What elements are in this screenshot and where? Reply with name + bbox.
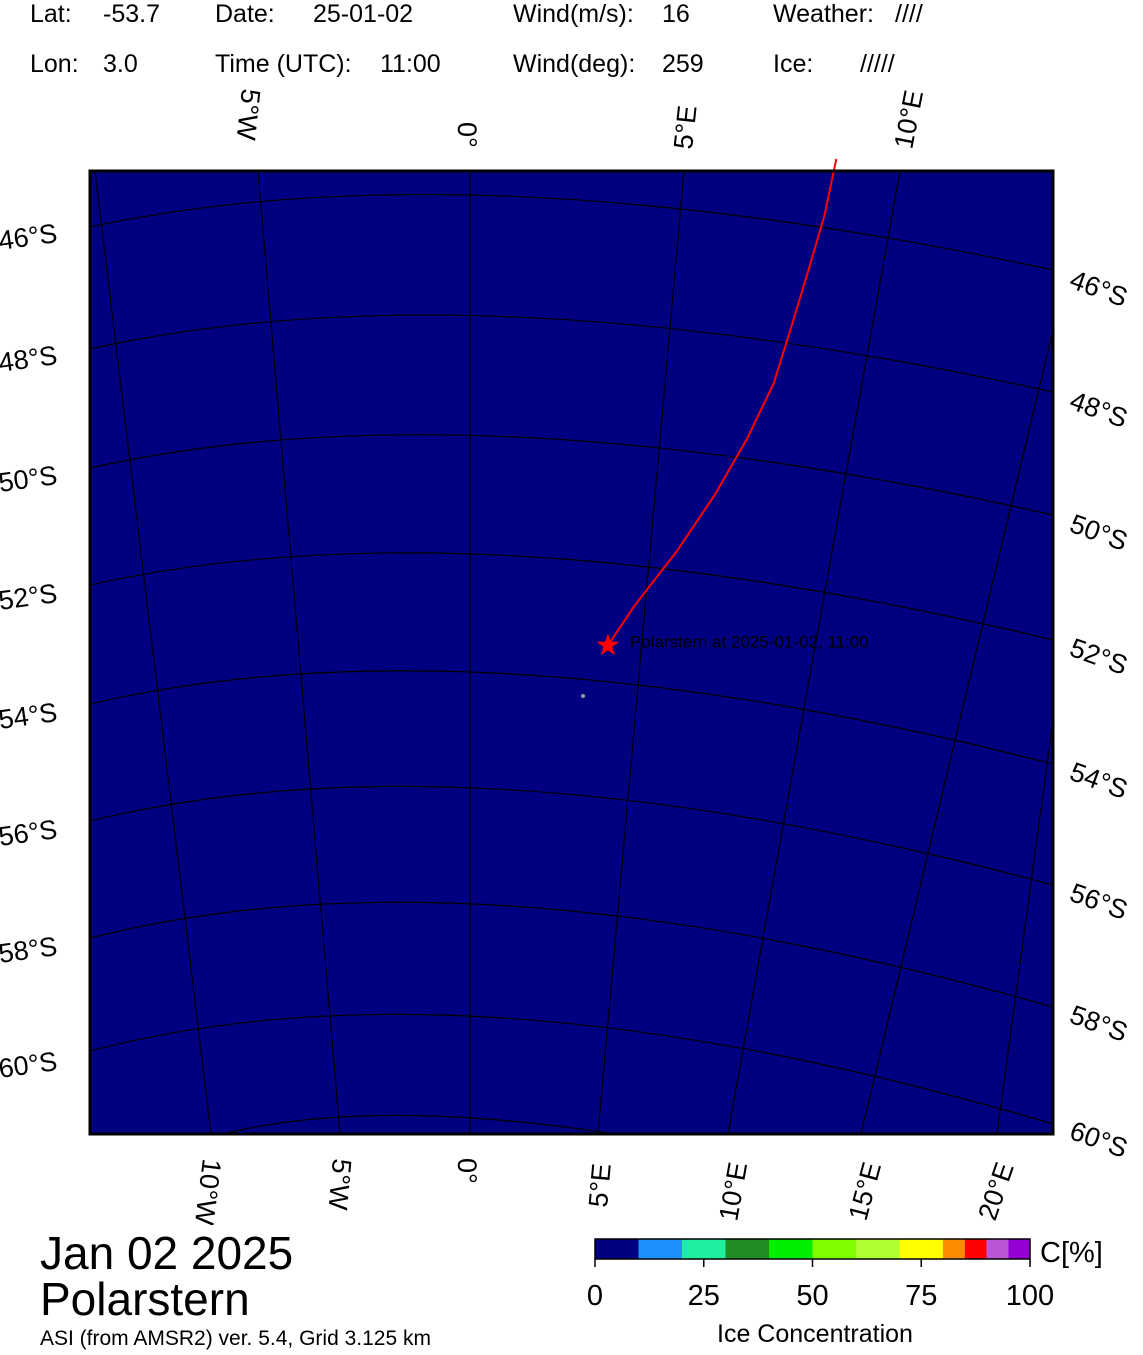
parallel-52s: [90, 552, 1053, 641]
lon-label-bottom: 10°W: [189, 1157, 227, 1225]
lon-label-top: 5°E: [668, 104, 702, 151]
lat-label-left: 60°S: [0, 1046, 59, 1084]
ship-track: [607, 158, 838, 647]
meridian-5e: [597, 171, 685, 1134]
map-date-title: Jan 02 2025: [40, 1227, 294, 1279]
lat-label-right: 48°S: [1066, 385, 1132, 433]
colorbar-swatch: [595, 1239, 639, 1259]
lon-label-top: 10°E: [888, 88, 929, 151]
lon-label-bottom: 5°W: [323, 1157, 357, 1211]
lat-label-right: 56°S: [1066, 877, 1132, 925]
lat-label-right: 46°S: [1066, 264, 1132, 312]
wind-speed-label: Wind(m/s):: [513, 0, 634, 28]
ocean-area: [90, 171, 1053, 1134]
lat-labels-right: 46°S 48°S 50°S 52°S 54°S 56°S 58°S 60°S: [1066, 264, 1132, 1163]
meridian-5w: [257, 171, 341, 1134]
colorbar-tick-label: 25: [688, 1280, 720, 1312]
data-source-note: ASI (from AMSR2) ver. 5.4, Grid 3.125 km: [40, 1327, 431, 1350]
lat-label-left: 54°S: [0, 697, 59, 735]
parallel-48s: [90, 314, 1053, 393]
lon-labels-top: 5°W 0° 5°E 10°E: [231, 87, 930, 151]
lat-label-right: 50°S: [1066, 508, 1132, 556]
wind-direction-value: 259: [662, 50, 704, 78]
ice-value: /////: [860, 50, 895, 78]
lat-label-left: 52°S: [0, 578, 59, 616]
wind-direction-label: Wind(deg):: [513, 50, 636, 78]
meridian-20e: [996, 719, 1053, 1134]
lon-label-bottom: 10°E: [713, 1160, 753, 1223]
ice-map: Polarstern at 2025-01-02, 11:00 46°S 48°…: [0, 87, 1132, 1225]
time-label: Time (UTC):: [215, 50, 352, 78]
colorbar-swatch: [1008, 1239, 1030, 1259]
colorbar-tick-label: 100: [1006, 1280, 1054, 1312]
colorbar-swatch: [812, 1239, 856, 1259]
colorbar-swatch: [856, 1239, 900, 1259]
graticule: [90, 171, 1053, 1134]
weather-value: ////: [895, 0, 923, 28]
lat-label-right: 58°S: [1066, 999, 1132, 1047]
parallel-60s: [90, 1013, 1053, 1125]
lat-label-left: 56°S: [0, 814, 59, 852]
colorbar-swatch: [725, 1239, 769, 1259]
colorbar-swatch: [682, 1239, 726, 1259]
parallel-56s: [90, 785, 1053, 886]
colorbar-segments: [595, 1239, 1030, 1259]
parallel-62s: [219, 1114, 619, 1134]
colorbar: 0 25 50 75 100 C[%] Ice Concentration: [587, 1237, 1103, 1348]
lat-label-left: 50°S: [0, 460, 59, 498]
meridian-10w: [94, 171, 212, 1134]
lon-value: 3.0: [103, 50, 138, 78]
time-value: 11:00: [380, 50, 441, 78]
lon-label: Lon:: [30, 50, 79, 78]
lat-value: -53.7: [103, 0, 160, 28]
ice-label: Ice:: [773, 50, 814, 78]
parallel-54s: [90, 670, 1053, 765]
lat-label: Lat:: [30, 0, 72, 28]
parallel-50s: [90, 434, 1053, 516]
lat-label-left: 48°S: [0, 340, 59, 378]
lat-label-left: 58°S: [0, 931, 59, 969]
colorbar-title: Ice Concentration: [717, 1320, 913, 1348]
date-value: 25-01-02: [313, 0, 414, 28]
weather-label: Weather:: [773, 0, 874, 28]
colorbar-swatch: [986, 1239, 1009, 1259]
lat-label-right: 60°S: [1066, 1115, 1132, 1163]
lon-label-top: 0°: [452, 122, 482, 148]
map-frame: [88, 169, 1055, 1136]
wind-speed-value: 16: [662, 0, 690, 28]
lon-label-top: 5°W: [231, 87, 266, 142]
colorbar-tick-label: 75: [905, 1280, 937, 1312]
lat-label-right: 52°S: [1066, 632, 1132, 680]
lat-label-right: 54°S: [1066, 756, 1132, 804]
lat-labels-left: 46°S 48°S 50°S 52°S 54°S 56°S 58°S 60°S: [0, 218, 59, 1084]
meridian-15e: [860, 329, 1053, 1134]
parallel-58s: [90, 901, 1053, 1008]
colorbar-swatch: [899, 1239, 943, 1259]
ship-name-title: Polarstern: [40, 1273, 250, 1325]
lon-label-bottom: 20°E: [972, 1159, 1020, 1224]
colorbar-unit: C[%]: [1040, 1237, 1103, 1269]
lat-label-left: 46°S: [0, 218, 59, 256]
lon-labels-bottom: 10°W 5°W 0° 5°E 10°E 15°E 20°E: [189, 1157, 1020, 1225]
colorbar-swatch: [769, 1239, 813, 1259]
lon-label-bottom: 0°: [452, 1158, 482, 1184]
colorbar-tick-label: 0: [587, 1280, 603, 1312]
colorbar-swatch: [943, 1239, 965, 1259]
lon-label-bottom: 5°E: [583, 1162, 617, 1208]
colorbar-tick-label: 50: [796, 1280, 828, 1312]
colorbar-swatch: [638, 1239, 682, 1259]
colorbar-swatch: [964, 1239, 987, 1259]
grid-point-marker: [581, 694, 585, 698]
date-label: Date:: [215, 0, 275, 28]
lon-label-bottom: 15°E: [843, 1159, 887, 1224]
position-label: Polarstern at 2025-01-02, 11:00: [630, 633, 869, 652]
meridian-10e: [727, 171, 901, 1134]
star-icon: [596, 633, 620, 656]
